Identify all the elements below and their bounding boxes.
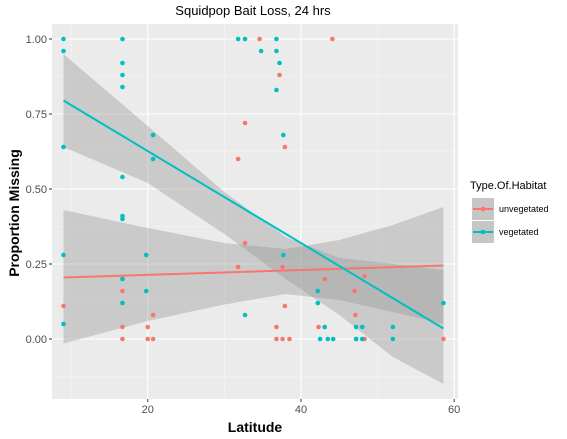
legend-label-unvegetated: unvegetated bbox=[499, 204, 549, 214]
point-vegetated bbox=[143, 288, 149, 294]
y-tick-label: 0.50 bbox=[26, 184, 47, 196]
chart-title: Squidpop Bait Loss, 24 hrs bbox=[175, 3, 331, 18]
point-vegetated bbox=[359, 336, 365, 342]
point-unvegetated bbox=[235, 156, 241, 162]
point-unvegetated bbox=[441, 336, 446, 342]
y-tick-label: 0.00 bbox=[26, 334, 47, 346]
point-unvegetated bbox=[145, 324, 151, 330]
point-unvegetated bbox=[61, 303, 66, 309]
point-vegetated bbox=[390, 324, 396, 330]
point-vegetated bbox=[61, 36, 66, 42]
x-tick-label: 60 bbox=[448, 404, 460, 416]
x-axis-label: Latitude bbox=[228, 419, 283, 435]
point-unvegetated bbox=[280, 336, 285, 342]
point-unvegetated bbox=[150, 312, 156, 318]
point-vegetated bbox=[120, 276, 125, 282]
point-vegetated bbox=[150, 132, 156, 138]
legend: Type.Of.Habitat unvegetated vegetated bbox=[470, 180, 549, 243]
point-unvegetated bbox=[120, 324, 125, 330]
y-tick-label: 0.75 bbox=[26, 109, 47, 121]
point-vegetated bbox=[120, 72, 125, 78]
confidence-bands bbox=[63, 54, 444, 384]
point-unvegetated bbox=[242, 120, 248, 126]
point-vegetated bbox=[274, 48, 279, 54]
point-vegetated bbox=[281, 132, 286, 138]
point-unvegetated bbox=[362, 273, 367, 279]
point-vegetated bbox=[120, 174, 125, 180]
y-axis-label: Proportion Missing bbox=[6, 149, 22, 277]
point-vegetated bbox=[359, 324, 365, 330]
point-unvegetated bbox=[257, 36, 262, 42]
point-unvegetated bbox=[322, 276, 328, 282]
point-vegetated bbox=[390, 336, 396, 342]
y-tick-label: 0.25 bbox=[26, 259, 47, 271]
point-vegetated bbox=[258, 48, 264, 54]
data-points bbox=[61, 36, 446, 342]
point-unvegetated bbox=[150, 336, 156, 342]
point-unvegetated bbox=[282, 303, 288, 309]
x-axis-ticks: 20 40 60 bbox=[142, 399, 460, 416]
point-vegetated bbox=[120, 84, 125, 90]
point-vegetated bbox=[61, 321, 66, 327]
point-vegetated bbox=[330, 336, 336, 342]
x-tick-label: 40 bbox=[295, 404, 307, 416]
legend-label-vegetated: vegetated bbox=[499, 227, 539, 237]
point-vegetated bbox=[120, 300, 125, 306]
point-unvegetated bbox=[120, 288, 125, 294]
point-unvegetated bbox=[235, 264, 241, 270]
point-vegetated bbox=[277, 60, 282, 66]
y-tick-label: 1.00 bbox=[26, 34, 47, 46]
point-vegetated bbox=[315, 300, 321, 306]
point-vegetated bbox=[61, 48, 66, 54]
point-vegetated bbox=[120, 36, 125, 42]
point-vegetated bbox=[242, 36, 248, 42]
point-vegetated bbox=[143, 252, 149, 258]
point-vegetated bbox=[353, 324, 359, 330]
point-vegetated bbox=[120, 216, 125, 222]
fit-line-vegetated bbox=[62, 99, 444, 330]
fit-line-unvegetated bbox=[63, 264, 444, 279]
point-vegetated bbox=[317, 336, 323, 342]
point-vegetated bbox=[274, 36, 279, 42]
point-unvegetated bbox=[277, 72, 282, 78]
point-unvegetated bbox=[280, 264, 285, 270]
grid-minor bbox=[52, 24, 458, 399]
legend-key-point bbox=[480, 206, 486, 212]
point-unvegetated bbox=[352, 288, 357, 294]
point-vegetated bbox=[441, 300, 446, 306]
point-vegetated bbox=[120, 60, 125, 66]
point-vegetated bbox=[61, 252, 66, 258]
fit-lines bbox=[62, 99, 444, 330]
confidence-band-vegetated bbox=[63, 54, 444, 384]
plot-panel bbox=[52, 24, 458, 399]
point-unvegetated bbox=[287, 336, 292, 342]
x-tick-label: 20 bbox=[142, 404, 154, 416]
point-vegetated bbox=[242, 312, 248, 318]
point-unvegetated bbox=[274, 336, 279, 342]
point-vegetated bbox=[150, 156, 156, 162]
point-vegetated bbox=[274, 87, 279, 93]
point-vegetated bbox=[322, 324, 328, 330]
point-unvegetated bbox=[242, 240, 248, 246]
legend-title: Type.Of.Habitat bbox=[470, 180, 546, 192]
grid-major bbox=[52, 24, 458, 399]
point-vegetated bbox=[281, 252, 286, 258]
point-vegetated bbox=[235, 36, 241, 42]
point-unvegetated bbox=[330, 36, 335, 42]
point-vegetated bbox=[353, 336, 359, 342]
point-unvegetated bbox=[316, 324, 321, 330]
point-unvegetated bbox=[353, 312, 358, 318]
point-vegetated bbox=[325, 336, 331, 342]
point-unvegetated bbox=[145, 336, 151, 342]
point-unvegetated bbox=[120, 336, 125, 342]
point-vegetated bbox=[61, 144, 66, 150]
confidence-band-unvegetated bbox=[63, 207, 444, 344]
legend-key-point bbox=[480, 229, 486, 235]
point-unvegetated bbox=[282, 144, 288, 150]
point-vegetated bbox=[315, 288, 321, 294]
y-axis-ticks: 0.00 0.25 0.50 0.75 1.00 bbox=[26, 34, 52, 346]
point-unvegetated bbox=[274, 324, 279, 330]
